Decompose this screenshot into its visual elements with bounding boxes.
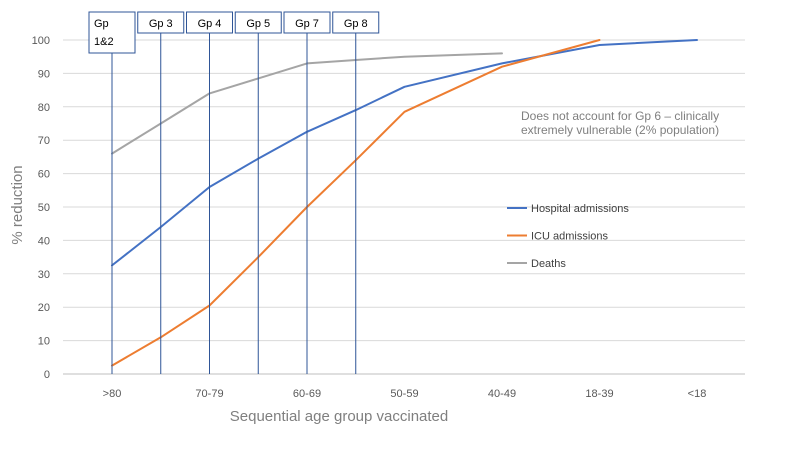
group-label: Gp 5 [246,18,270,30]
y-tick-label: 80 [38,102,50,114]
x-axis-title: Sequential age group vaccinated [230,408,449,425]
legend: Hospital admissions ICU admissions Deaths [507,203,629,270]
y-tick-label: 10 [38,336,50,348]
legend-label: Hospital admissions [531,203,629,215]
group-label-box [186,11,233,34]
group-label: Gp 7 [295,18,319,30]
y-tick-label: 20 [38,302,50,314]
annotation-note: Does not account for Gp 6 – clinically ex… [521,109,719,137]
group-label-box [88,11,136,54]
y-tick-labels: 0 10 20 30 40 50 60 70 80 90 100 [32,35,50,381]
y-tick-label: 100 [32,35,50,47]
y-tick-label: 30 [38,269,50,281]
y-tick-label: 60 [38,169,50,181]
x-tick-label: >80 [103,388,122,400]
y-tick-label: 90 [38,68,50,80]
gridlines [63,39,745,375]
group-label-box [137,11,185,34]
series-line [111,52,503,155]
group-label-box [234,11,282,34]
y-tick-label: 0 [44,369,50,381]
x-tick-label: 18-39 [585,388,613,400]
x-tick-label: 50-59 [390,388,418,400]
group-label: Gp 3 [149,18,173,30]
y-tick-label: 40 [38,235,50,247]
group-label-box [332,11,380,34]
group-label: Gp 1&2 [94,18,114,48]
x-tick-label: <18 [688,388,707,400]
x-tick-label: 60-69 [293,388,321,400]
group-markers: Gp 1&2 Gp 3 Gp 4 Gp 5 Gp 7 Gp 8 [88,11,380,374]
legend-label: Deaths [531,258,566,270]
y-tick-label: 70 [38,135,50,147]
group-label: Gp 4 [198,18,222,30]
group-label-box [283,11,331,34]
x-tick-label: 40-49 [488,388,516,400]
x-tick-label: 70-79 [195,388,223,400]
group-label: Gp 8 [344,18,368,30]
y-axis-title: % reduction [9,165,26,244]
x-tick-labels: >80 70-79 60-69 50-59 40-49 18-39 <18 [103,388,707,400]
y-tick-label: 50 [38,202,50,214]
legend-label: ICU admissions [531,231,609,243]
